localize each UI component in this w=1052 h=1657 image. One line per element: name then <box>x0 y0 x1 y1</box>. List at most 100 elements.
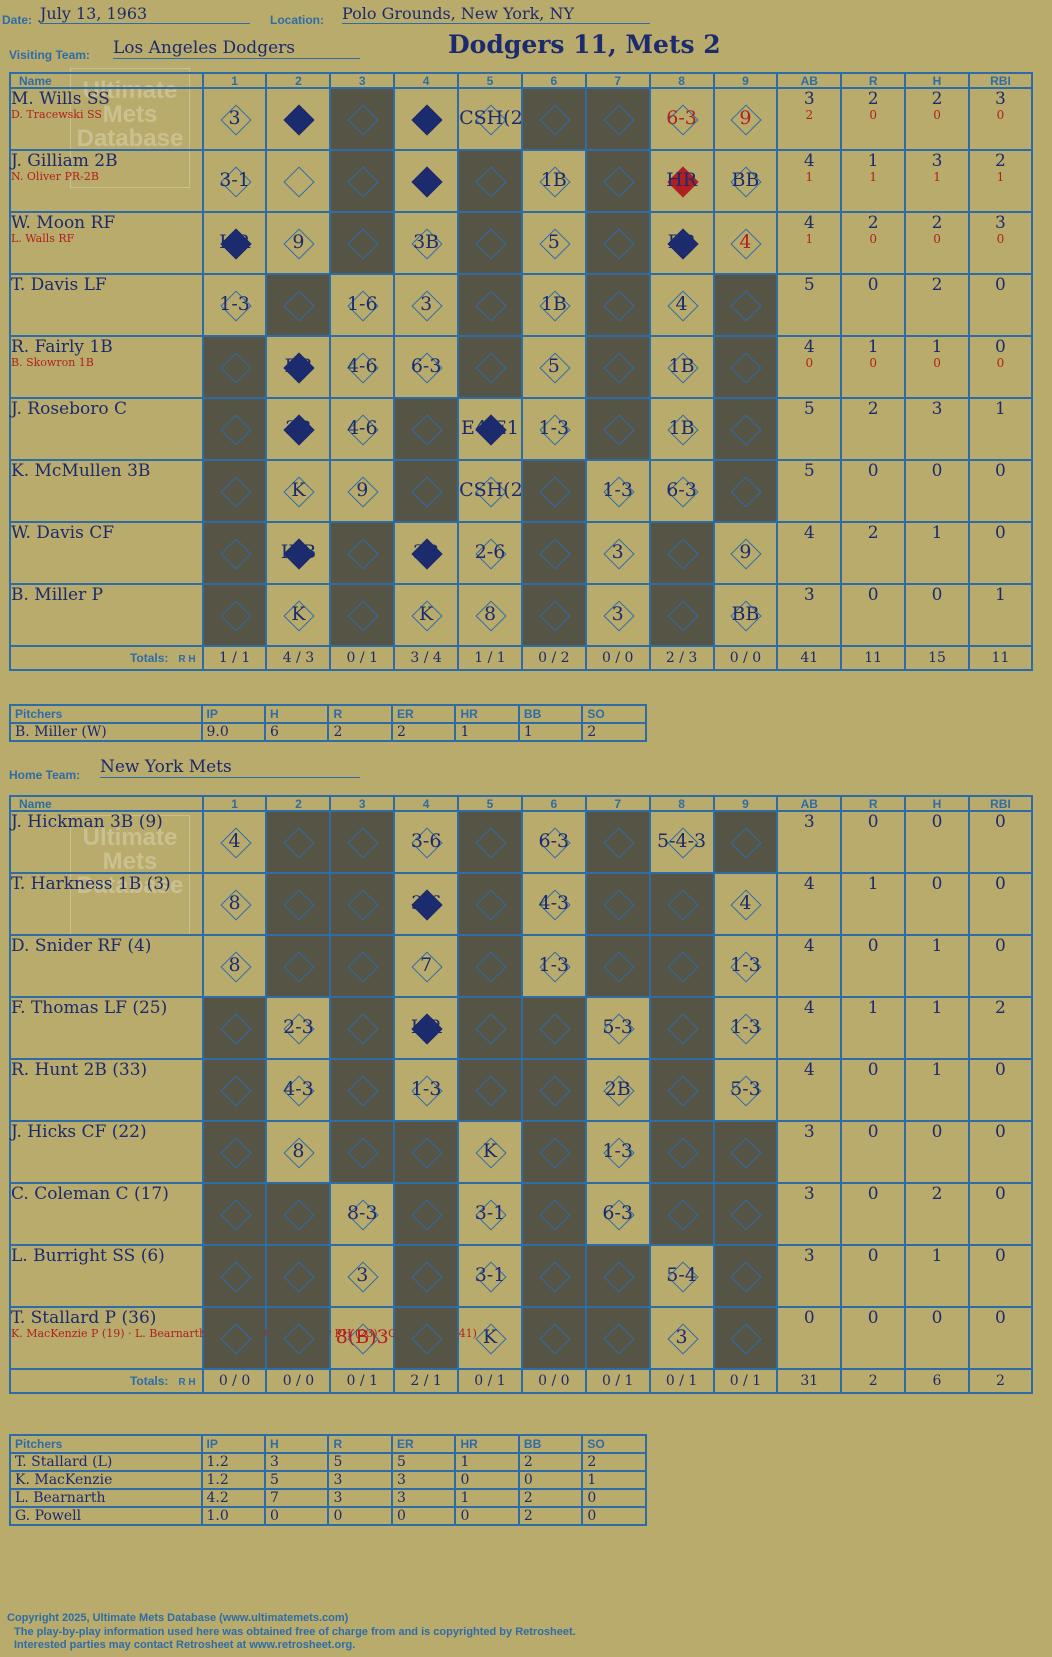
stat-h: 0 <box>904 1120 970 1184</box>
stat-r: 2 <box>840 397 907 461</box>
inning-cell <box>712 335 779 399</box>
player-row: J. Hickman 3B (9) 4 3-6 6-3 5-4-3 3 0 0 0 <box>9 810 1034 874</box>
base-diamond <box>347 600 379 632</box>
base-diamond <box>539 1013 571 1045</box>
base-diamond <box>603 228 635 260</box>
column-header: 8 <box>648 795 715 812</box>
inning-cell: 2B <box>265 397 332 461</box>
inning-cell <box>712 810 779 874</box>
stat-value: 0 <box>931 1122 943 1142</box>
stat-ab: 3 <box>776 583 843 647</box>
base-diamond <box>603 414 635 446</box>
player-name-cell: B. Miller P <box>9 583 204 647</box>
base-diamond <box>603 290 635 322</box>
play-mark: 6-3 <box>602 1202 634 1224</box>
play-mark: BB <box>284 355 313 377</box>
inning-cell: 1B <box>520 273 587 337</box>
player-name-cell: F. Thomas LF (25) <box>9 996 204 1060</box>
column-header: 5 <box>457 795 523 812</box>
base-diamond <box>219 476 252 508</box>
base-diamond <box>219 538 252 570</box>
player-name-cell: T. Harkness 1B (3) <box>9 872 204 936</box>
base-diamond <box>219 600 252 632</box>
stat-rbi: 0 <box>967 1306 1034 1370</box>
inning-cell <box>201 1182 268 1246</box>
play-mark: K <box>291 479 306 501</box>
base-diamond <box>475 827 507 859</box>
stat-value: 1 <box>867 998 879 1018</box>
inning-cell: 3-1 <box>457 1182 523 1246</box>
inning-total: 0 / 1 <box>457 1368 523 1394</box>
inning-cell: 8 <box>201 872 268 936</box>
stat-ab: 3 <box>776 1182 843 1246</box>
inning-cell: 4-3 <box>265 1058 332 1122</box>
stat-ab: 3 <box>776 810 843 874</box>
play-mark: 8(B)3 <box>335 1326 389 1348</box>
inning-cell: 1-6 <box>329 273 396 337</box>
header-row: Name 1 2 3 4 5 6 7 8 9 AB R H RBI <box>9 795 1034 812</box>
total-r: 11 <box>840 645 907 671</box>
stat-ab: 4 <box>776 521 843 585</box>
base-diamond <box>219 1075 252 1107</box>
play-mark: 3 <box>611 603 624 625</box>
inning-cell <box>520 1244 587 1308</box>
player-name: F. Thomas LF (25) <box>11 998 168 1018</box>
player-name: J. Hicks CF (22) <box>11 1122 147 1142</box>
base-diamond <box>283 1261 315 1293</box>
base-diamond <box>347 1013 379 1045</box>
pitcher-name: K. MacKenzie <box>9 1470 203 1490</box>
base-diamond <box>283 889 315 921</box>
stat-ab: 4 <box>776 1058 843 1122</box>
inning-cell: 3 <box>584 583 651 647</box>
inning-cell: 3B <box>393 211 460 275</box>
inning-cell <box>201 996 268 1060</box>
stat-value: 0 <box>995 523 1006 543</box>
pitcher-er: 3 <box>390 1470 457 1490</box>
base-diamond <box>347 104 379 136</box>
column-header: 6 <box>520 795 587 812</box>
stat-value: 0 <box>995 1122 1006 1142</box>
pitcher-h: 0 <box>263 1506 330 1526</box>
sub-stat-value: 1 <box>996 170 1005 184</box>
pitcher-column-header: H <box>263 1434 330 1454</box>
home-team-name: New York Mets <box>100 757 360 778</box>
column-header: 3 <box>329 795 396 812</box>
stat-rbi: 1 <box>967 397 1034 461</box>
stat-rbi: 0 <box>967 273 1034 337</box>
stat-value: 3 <box>995 89 1006 109</box>
inning-cell: 8-3 <box>329 1182 396 1246</box>
stat-h: 0 <box>904 810 970 874</box>
inning-total: 0 / 0 <box>520 1368 587 1394</box>
pitcher-so: 2 <box>581 1452 647 1472</box>
base-diamond <box>603 1323 635 1355</box>
inning-cell <box>201 1058 268 1122</box>
inning-cell <box>329 87 396 151</box>
stat-h: 0 <box>904 459 970 523</box>
inning-cell <box>712 1306 779 1370</box>
sub-stat-value: 0 <box>996 232 1005 246</box>
stat-value: 3 <box>803 1122 815 1142</box>
inning-cell <box>265 1244 332 1308</box>
substitute-name: D. Tracewski SS <box>11 108 102 121</box>
play-mark: 2B <box>413 541 440 563</box>
base-diamond <box>475 951 507 983</box>
player-row: T. Davis LF 1-3 1-6 3 1B 4 5 0 2 0 <box>9 273 1034 337</box>
stat-rbi: 0 <box>967 1058 1034 1122</box>
play-mark: 3 <box>228 107 241 129</box>
inning-cell: 9 <box>265 211 332 275</box>
rh-label: R H <box>178 654 196 665</box>
inning-cell <box>584 211 651 275</box>
stat-value: 4 <box>803 151 815 171</box>
inning-total: 0 / 1 <box>329 645 396 671</box>
inning-cell: 5-3 <box>712 1058 779 1122</box>
base-diamond <box>539 476 571 508</box>
column-header: 7 <box>584 72 651 89</box>
play-mark: 6-3 <box>538 830 570 852</box>
inning-cell <box>712 1120 779 1184</box>
stat-value: 2 <box>867 399 879 419</box>
pitcher-ip: 9.0 <box>200 722 266 742</box>
player-name-cell: J. Hickman 3B (9) <box>9 810 204 874</box>
stat-r: 0 <box>840 810 907 874</box>
inning-cell: 4 <box>648 273 715 337</box>
